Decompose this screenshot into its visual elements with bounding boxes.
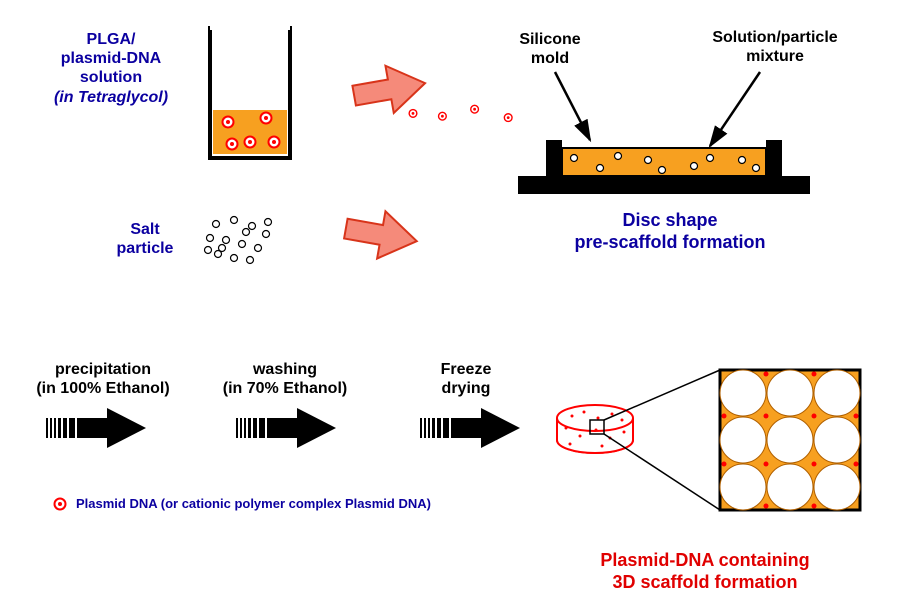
- arrow-to-mold-2: [342, 205, 421, 265]
- label-freeze-drying: Freeze drying: [406, 360, 526, 398]
- zoom-line: [604, 434, 720, 510]
- zoom-scaffold-graphic: [720, 370, 860, 510]
- label-final-caption: Plasmid-DNA containing 3D scaffold forma…: [540, 550, 870, 593]
- arrow-freeze-drying: [420, 408, 520, 448]
- zoom-line: [604, 370, 720, 420]
- pointer-arrow-mixture: [710, 72, 760, 146]
- beaker-graphic: [210, 24, 290, 158]
- arrow-washing: [236, 408, 336, 448]
- legend-marker: [55, 499, 66, 510]
- silicone-mold-graphic: [409, 105, 810, 194]
- label-plga: PLGA/ plasmid-DNA solution (in Tetraglyc…: [26, 30, 196, 107]
- legend-text: Plasmid DNA (or cationic polymer complex…: [76, 496, 496, 512]
- arrow-to-mold-1: [350, 59, 429, 119]
- arrow-precipitation: [46, 408, 146, 448]
- label-precipitation: precipitation (in 100% Ethanol): [18, 360, 188, 398]
- salt-particle-graphic: [205, 217, 272, 264]
- label-washing: washing (in 70% Ethanol): [200, 360, 370, 398]
- label-silicone-mold: Silicone mold: [490, 30, 610, 68]
- pointer-arrow-mold: [555, 72, 590, 140]
- label-disc-caption: Disc shape pre-scaffold formation: [520, 210, 820, 253]
- label-mixture: Solution/particle mixture: [690, 28, 860, 66]
- label-salt: Salt particle: [100, 220, 190, 258]
